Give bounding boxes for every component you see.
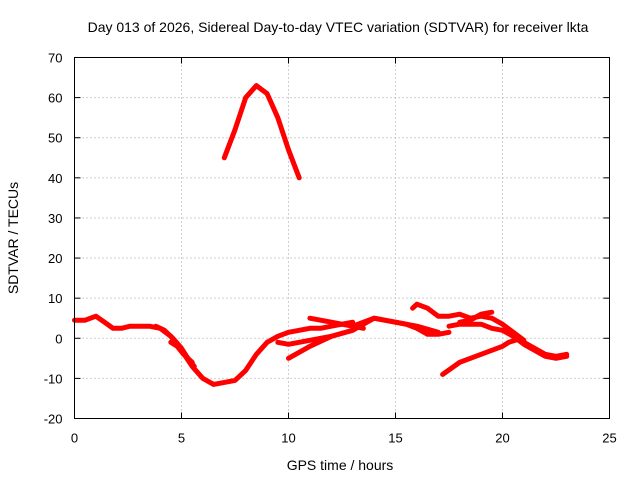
series-line-track-12 bbox=[500, 327, 570, 359]
x-tick-label: 20 bbox=[495, 431, 509, 446]
x-tick-label: 10 bbox=[281, 431, 295, 446]
series-line-track-4 bbox=[221, 83, 302, 181]
grid bbox=[74, 57, 610, 419]
y-tick-label: 40 bbox=[48, 171, 62, 186]
x-tick-label: 25 bbox=[602, 431, 616, 446]
series-layer bbox=[72, 83, 570, 387]
y-tick-label: 70 bbox=[48, 51, 62, 66]
plot-frame bbox=[74, 57, 610, 419]
series-line-track-9 bbox=[410, 301, 527, 343]
x-tick-label: 5 bbox=[178, 431, 185, 446]
y-axis-label: SDTVAR / TECUs bbox=[5, 182, 21, 294]
x-tick-label: 0 bbox=[71, 431, 78, 446]
series-line-track-6 bbox=[275, 333, 334, 347]
y-tick-label: 0 bbox=[55, 331, 62, 346]
y-tick-label: 20 bbox=[48, 251, 62, 266]
x-axis-label: GPS time / hours bbox=[287, 457, 394, 473]
series-line-track-3 bbox=[168, 339, 195, 365]
y-tick-label: 30 bbox=[48, 211, 62, 226]
y-tick-label: -10 bbox=[44, 371, 63, 386]
y-tick-label: 60 bbox=[48, 91, 62, 106]
y-tick-label: 50 bbox=[48, 131, 62, 146]
ticks: 0 5 10 15 20 25 -20 -10 0 10 20 30 40 50 60 70 bbox=[44, 51, 617, 446]
y-tick-label: -20 bbox=[44, 412, 63, 427]
series-line-track-11 bbox=[440, 337, 518, 377]
x-tick-label: 15 bbox=[388, 431, 402, 446]
series-line-track-8 bbox=[350, 315, 452, 337]
chart-title: Day 013 of 2026, Sidereal Day-to-day VTE… bbox=[88, 19, 589, 35]
series-line-track-1 bbox=[72, 313, 356, 387]
y-tick-label: 10 bbox=[48, 291, 62, 306]
series-line-track-13 bbox=[457, 309, 495, 325]
